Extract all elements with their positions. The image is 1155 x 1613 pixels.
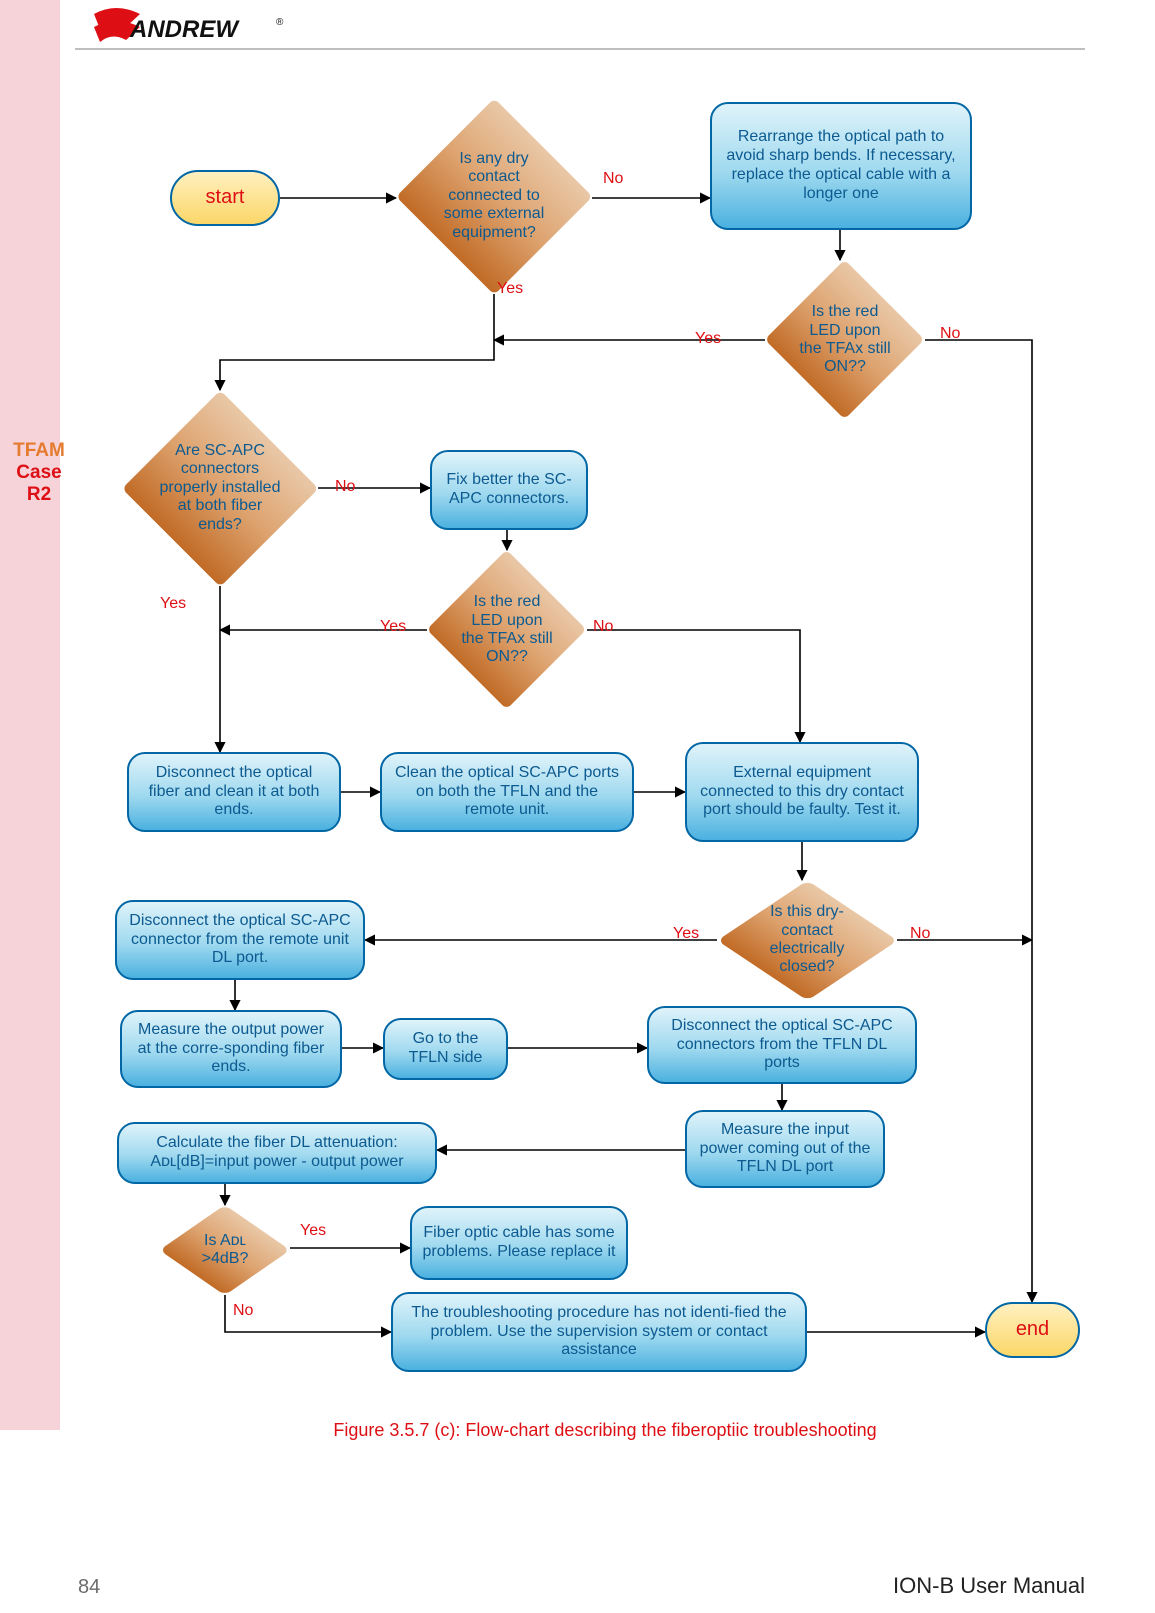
- edge: [220, 294, 494, 390]
- node-d_adl: Is Aᴅʟ >4dB?: [160, 1205, 290, 1295]
- page-number: 84: [78, 1576, 100, 1599]
- edge: [925, 340, 1032, 1302]
- brand-text: ANDREW: [129, 16, 240, 43]
- case-label-line1: TFAM: [3, 440, 75, 462]
- label-l4: No: [940, 325, 960, 343]
- node-d_red1: Is the red LED upon the TFAx still ON??: [765, 260, 925, 420]
- label-l6: Yes: [160, 595, 186, 613]
- figure-caption: Figure 3.5.7 (c): Flow-chart describing …: [255, 1420, 955, 1441]
- label-l3: Yes: [695, 330, 721, 348]
- node-p_disc_tfln: Disconnect the optical SC-APC connectors…: [647, 1006, 917, 1084]
- label-l2: Yes: [497, 280, 523, 298]
- node-p_fix: Fix better the SC-APC connectors.: [430, 450, 588, 530]
- brand-logo: ANDREW ®: [92, 5, 312, 47]
- node-p_disc_clean: Disconnect the optical fiber and clean i…: [127, 752, 341, 832]
- node-p_goto: Go to the TFLN side: [383, 1018, 508, 1080]
- node-d_closed: Is this dry-contact electrically closed?: [717, 880, 897, 1000]
- node-p_clean: Clean the optical SC-APC ports on both t…: [380, 752, 634, 832]
- node-end: end: [985, 1302, 1080, 1358]
- node-p_fiber: Fiber optic cable has some problems. Ple…: [410, 1206, 628, 1280]
- case-label-line2: Case R2: [3, 462, 75, 506]
- margin-strip: [0, 0, 60, 1430]
- label-l11: Yes: [300, 1222, 326, 1240]
- node-d_scapc: Are SC-APC connectors properly installed…: [122, 390, 318, 586]
- node-p_disc_dl: Disconnect the optical SC-APC connector …: [115, 900, 365, 980]
- node-p_meas_in: Measure the input power coming out of th…: [685, 1110, 885, 1188]
- flowchart-canvas: start Is any dry contact connected to som…: [75, 70, 1085, 1420]
- label-l8: No: [593, 618, 613, 636]
- node-p_ext: External equipment connected to this dry…: [685, 742, 919, 842]
- label-l7: Yes: [380, 618, 406, 636]
- node-p_unknown: The troubleshooting procedure has not id…: [391, 1292, 807, 1372]
- doc-title: ION-B User Manual: [893, 1573, 1085, 1599]
- label-l12: No: [233, 1302, 253, 1320]
- label-l5: No: [335, 478, 355, 496]
- label-l9: Yes: [673, 925, 699, 943]
- label-l10: No: [910, 925, 930, 943]
- node-p_meas_out: Measure the output power at the corre-sp…: [120, 1010, 342, 1088]
- svg-text:®: ®: [276, 17, 284, 28]
- header-rule: [75, 48, 1085, 50]
- node-p_rearr: Rearrange the optical path to avoid shar…: [710, 102, 972, 230]
- edge: [587, 630, 800, 742]
- node-p_calc: Calculate the fiber DL attenuation: Aᴅʟ[…: [117, 1122, 437, 1184]
- label-l1: No: [603, 170, 623, 188]
- node-d_red2: Is the red LED upon the TFAx still ON??: [427, 550, 587, 710]
- node-start: start: [170, 170, 280, 226]
- node-d_dry: Is any dry contact connected to some ext…: [396, 98, 592, 294]
- case-label: TFAM Case R2: [3, 440, 75, 506]
